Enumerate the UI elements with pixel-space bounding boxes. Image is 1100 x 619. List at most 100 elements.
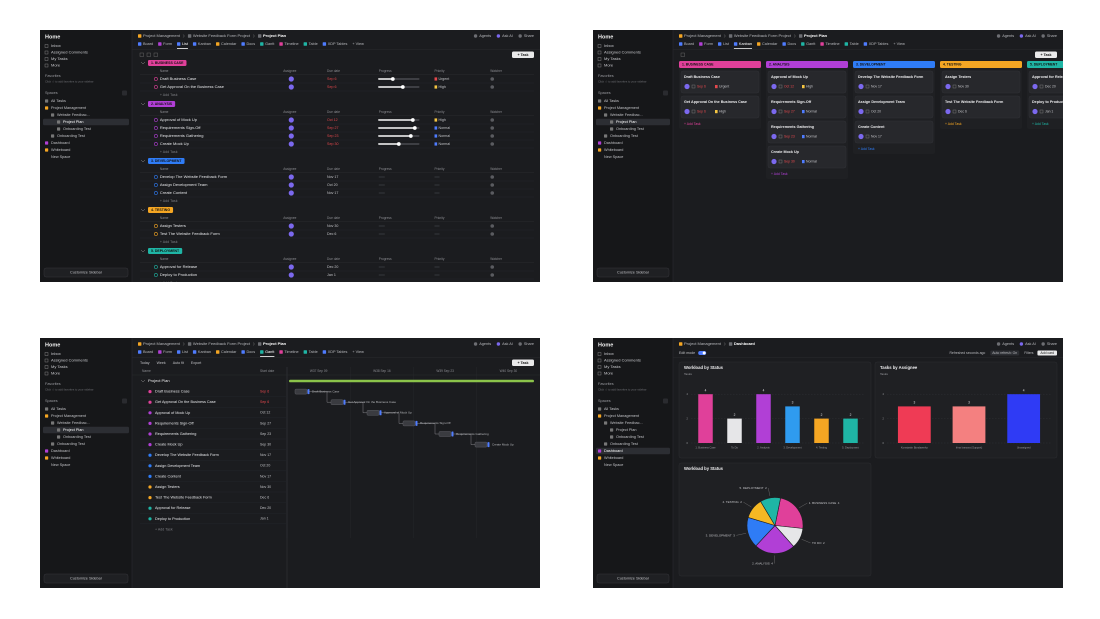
card-title[interactable]: Assign Testers [945, 75, 971, 79]
task-name[interactable]: Assign Development Team [160, 182, 208, 187]
task-name[interactable]: Assign Development Team [155, 464, 200, 468]
tree-item[interactable]: Dashboard [604, 141, 623, 145]
view-tab[interactable]: XDP Tables [869, 42, 889, 46]
nav-item[interactable]: My Tasks [604, 364, 621, 369]
tree-item[interactable]: Project Management [604, 106, 640, 110]
filter-icon[interactable] [146, 52, 151, 57]
customize-label[interactable]: Customize Sidebar [70, 271, 103, 275]
gantt-bar[interactable] [330, 399, 344, 405]
nav-item[interactable]: Inbox [604, 43, 614, 48]
add-task[interactable]: + Add Task [160, 281, 178, 282]
tree-item[interactable]: Whiteboard [604, 148, 623, 152]
tree-item[interactable]: New Space [51, 463, 70, 467]
card-title[interactable]: Test The Website Feedback Form [945, 100, 1004, 104]
task-card[interactable] [1028, 70, 1063, 94]
gantt-control[interactable]: Auto fit [173, 361, 184, 365]
dashboard-action[interactable]: Add card [1040, 351, 1054, 355]
filter-icon[interactable] [680, 52, 685, 57]
project-name[interactable]: Project Plan [148, 378, 170, 383]
view-tab[interactable]: Form [163, 350, 172, 354]
task-card[interactable] [767, 120, 847, 144]
tree-item[interactable]: Onboarding Test [616, 435, 645, 439]
tree-item[interactable]: Onboarding Test [57, 134, 86, 138]
add-task[interactable]: + Add Task [160, 150, 178, 154]
tree-item[interactable]: Onboarding Test [610, 442, 639, 446]
add-task[interactable]: + Add Task [945, 122, 962, 126]
tree-item[interactable]: Project Plan [63, 428, 83, 432]
view-tab[interactable]: Board [143, 350, 153, 354]
view-tab[interactable]: Timeline [825, 42, 839, 46]
topbar-action[interactable]: Agents [479, 34, 491, 38]
view-tab[interactable]: + View [893, 42, 905, 46]
view-tab[interactable]: List [182, 42, 189, 46]
task-name[interactable]: Create Mock Up [155, 443, 182, 447]
task-name[interactable]: Assign Testers [155, 485, 180, 489]
view-tab[interactable]: Timeline [284, 350, 298, 354]
customize-button[interactable] [43, 573, 129, 584]
tree-item[interactable]: Onboarding Test [610, 134, 639, 138]
dashboard-action[interactable]: Refreshed seconds ago [949, 351, 985, 355]
view-tab[interactable]: Form [704, 42, 713, 46]
tree-item[interactable]: Onboarding Test [616, 127, 645, 131]
card-title[interactable]: Get Approval On the Business Case [684, 100, 747, 104]
task-card[interactable] [854, 95, 934, 119]
topbar-action[interactable]: Agents [479, 342, 491, 346]
add-task[interactable]: + Add Task [858, 147, 875, 151]
topbar-action[interactable]: Ask AI [1025, 34, 1036, 38]
task-name[interactable]: Deploy to Production [160, 272, 197, 277]
add-card-button[interactable] [1037, 350, 1057, 356]
tree-item[interactable]: All Tasks [604, 99, 619, 103]
card-title[interactable]: Develop The Website Feedback Form [858, 75, 924, 79]
breadcrumb-item[interactable]: Project Plan [263, 33, 287, 38]
topbar-action[interactable]: Share [524, 34, 534, 38]
task-name[interactable]: Develop The Website Feedback Form [155, 453, 219, 457]
task-name[interactable]: Approval for Release [155, 506, 190, 510]
gantt-control[interactable]: Export [191, 361, 201, 365]
breadcrumb-item[interactable]: Project Management [143, 341, 181, 346]
view-tab[interactable]: Calendar [221, 42, 237, 46]
task-button-label[interactable]: + Task [517, 53, 528, 57]
card-title[interactable]: Assign Development Team [858, 100, 906, 104]
task-card[interactable] [767, 70, 847, 94]
task-name[interactable]: Approval for Release [160, 264, 198, 269]
topbar-action[interactable]: Agents [1002, 342, 1014, 346]
tree-item[interactable]: Project Plan [616, 120, 636, 124]
task-card[interactable] [767, 95, 847, 119]
tree-item[interactable]: Project Management [604, 414, 640, 418]
nav-item[interactable]: My Tasks [51, 56, 68, 61]
breadcrumb-item[interactable]: Website Feedback Form Project [193, 341, 251, 346]
gantt-bar[interactable] [294, 388, 308, 395]
nav-item[interactable]: My Tasks [604, 56, 621, 61]
topbar-action[interactable]: Share [1047, 34, 1057, 38]
view-tab[interactable]: Gantt [265, 350, 275, 354]
task-name[interactable]: Deploy to Production [155, 517, 190, 521]
task-name[interactable]: Assign Testers [160, 223, 186, 228]
task-button-label[interactable]: + Task [1040, 53, 1051, 57]
view-tab[interactable]: Board [684, 42, 694, 46]
task-name[interactable]: Create Content [155, 474, 182, 478]
breadcrumb-item[interactable]: Website Feedback Form Project [193, 33, 251, 38]
topbar-action[interactable]: Agents [1002, 34, 1014, 38]
add-task[interactable]: + Add Task [160, 199, 178, 203]
add-task[interactable]: + Add Task [160, 240, 178, 244]
gantt-control[interactable]: Week [157, 361, 166, 365]
tree-item[interactable]: Website Feedbac... [57, 113, 90, 117]
view-tab[interactable]: Docs [246, 350, 255, 354]
tree-item[interactable]: All Tasks [51, 99, 66, 103]
tree-item[interactable]: Project Plan [63, 120, 83, 124]
task-name[interactable]: Test The Website Feedback Form [160, 231, 221, 236]
task-card[interactable] [680, 70, 760, 94]
nav-item[interactable]: Inbox [51, 43, 61, 48]
task-name[interactable]: Approval of Mock Up [160, 117, 198, 122]
task-card[interactable] [680, 95, 760, 119]
view-tab[interactable]: Calendar [762, 42, 778, 46]
filter-icon[interactable] [139, 52, 144, 57]
tree-item[interactable]: Dashboard [604, 449, 623, 453]
customize-button[interactable] [596, 573, 670, 584]
task-name[interactable]: Approval of Mock Up [155, 411, 190, 415]
gantt-control[interactable]: Today [140, 361, 150, 365]
view-tab[interactable]: Table [309, 42, 318, 46]
nav-item[interactable]: My Tasks [51, 364, 68, 369]
task-name[interactable]: Draft Business Case [160, 76, 197, 81]
tree-item[interactable]: Dashboard [51, 141, 70, 145]
